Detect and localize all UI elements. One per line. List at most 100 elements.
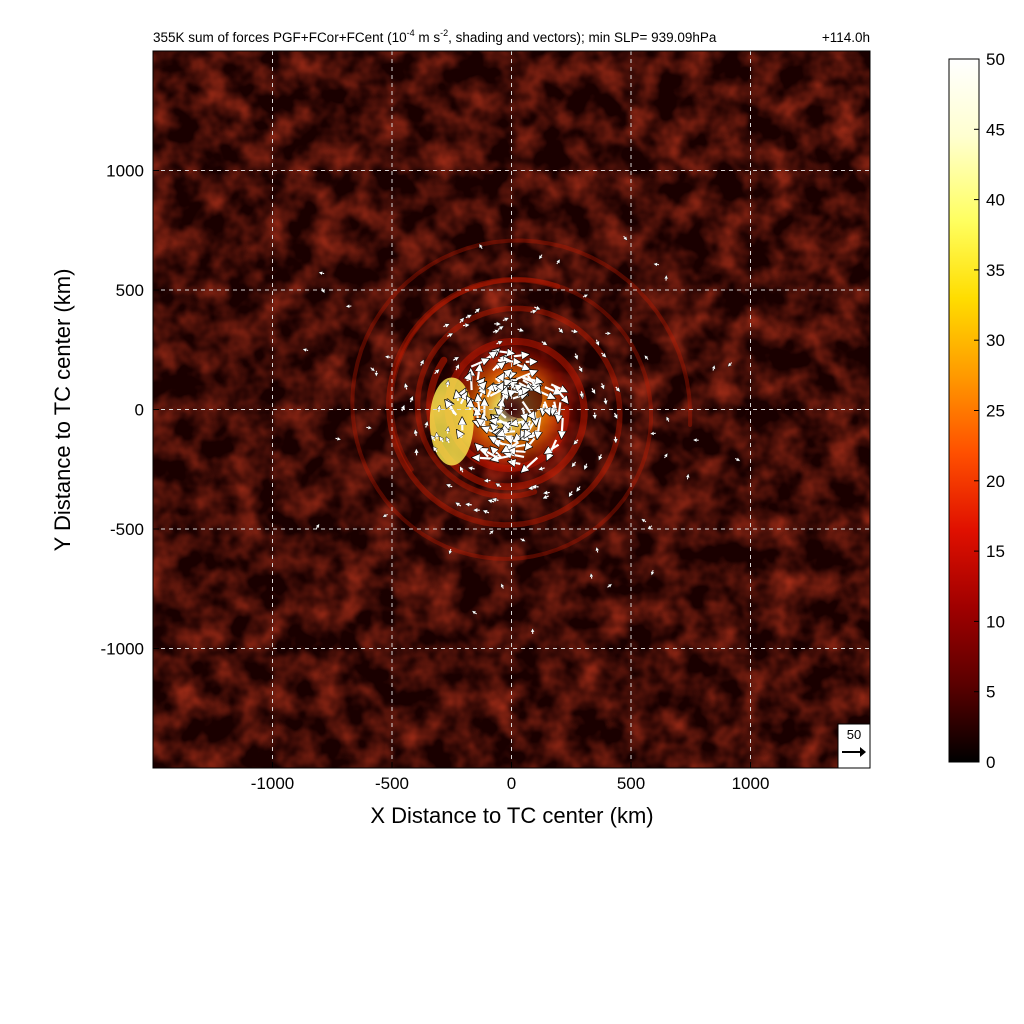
plot-area <box>153 51 870 768</box>
force-vector <box>490 420 508 423</box>
colorbar-tick-label: 15 <box>986 542 1005 561</box>
force-vector <box>443 324 448 326</box>
force-vector <box>605 398 606 404</box>
force-vector <box>569 490 572 496</box>
force-vector <box>521 400 535 418</box>
chart-time-label: +114.0h <box>822 30 870 45</box>
force-vector <box>713 366 714 371</box>
force-vector <box>592 388 595 393</box>
force-vector <box>539 468 545 470</box>
force-vector <box>386 357 391 358</box>
force-vector <box>498 432 508 435</box>
x-tick-label: -1000 <box>251 774 294 793</box>
force-vector <box>509 462 521 464</box>
force-vector <box>734 458 739 460</box>
force-vector <box>545 401 550 415</box>
force-vector <box>597 548 598 553</box>
force-vector <box>557 260 560 265</box>
force-vectors <box>303 235 739 634</box>
force-vector <box>579 366 582 371</box>
force-vector <box>479 244 482 249</box>
y-tick-label: -500 <box>110 520 144 539</box>
colorbar-tick-label: 35 <box>986 261 1005 280</box>
force-vector <box>513 355 529 357</box>
force-vector <box>476 444 489 458</box>
colorbar-tick-label: 25 <box>986 402 1005 421</box>
force-vector <box>449 548 450 554</box>
colorbar-ticks: 0 5 10 15 20 25 30 35 40 45 50 <box>974 50 1005 772</box>
force-vector <box>491 447 503 459</box>
force-vector <box>478 395 480 412</box>
force-vector <box>575 353 577 360</box>
force-vector <box>470 400 471 410</box>
force-vector <box>652 569 653 575</box>
y-tick-label: -1000 <box>101 640 144 659</box>
force-vector <box>574 439 579 444</box>
force-vector <box>498 374 503 383</box>
x-tick-label: 1000 <box>732 774 770 793</box>
y-axis-label: Y Distance to TC center (km) <box>50 269 75 552</box>
force-vector <box>601 352 606 357</box>
x-axis-ticks: -1000 -500 0 500 1000 <box>251 762 770 793</box>
spiral-band <box>350 238 693 561</box>
force-vector <box>370 367 375 371</box>
force-vector <box>499 351 514 353</box>
force-vector <box>543 496 549 498</box>
force-vector <box>572 461 576 467</box>
force-vector <box>493 499 499 500</box>
colorbar-tick-label: 30 <box>986 331 1005 350</box>
force-vector <box>457 431 462 438</box>
y-axis-ticks: -1000 -500 0 500 1000 <box>101 162 159 659</box>
y-tick-label: 0 <box>135 401 144 420</box>
force-vector <box>516 365 529 370</box>
force-vector <box>462 325 469 326</box>
force-vector <box>496 362 505 368</box>
force-vector <box>502 441 520 452</box>
force-vector <box>517 329 524 331</box>
force-vector <box>440 437 443 443</box>
colorbar-tick-label: 40 <box>986 191 1005 210</box>
force-vector <box>465 315 471 318</box>
chart-title: 355K sum of forces PGF+FCor+FCent (10-4 … <box>153 28 717 45</box>
force-vector <box>541 342 547 345</box>
force-vector <box>577 486 580 491</box>
force-vector <box>496 484 502 487</box>
colorbar-tick-label: 50 <box>986 50 1005 69</box>
force-vector <box>544 386 561 394</box>
force-vector <box>466 504 472 505</box>
force-vector <box>460 467 463 473</box>
force-vector <box>446 401 458 416</box>
force-vector <box>506 438 519 442</box>
force-vector <box>456 365 459 371</box>
force-vector <box>615 386 620 392</box>
force-vector <box>421 360 424 366</box>
force-vector <box>516 371 536 381</box>
force-vector <box>529 488 535 489</box>
force-vector <box>562 417 563 438</box>
force-vector <box>470 359 488 368</box>
force-vector <box>471 369 472 391</box>
y-tick-label: 500 <box>116 281 144 300</box>
force-vector <box>447 485 453 487</box>
force-vector <box>446 334 452 337</box>
force-vector <box>497 326 503 329</box>
force-vector <box>530 311 537 312</box>
force-vector <box>558 327 563 333</box>
y-tick-label: 1000 <box>106 162 144 181</box>
force-vector <box>499 388 507 408</box>
reference-vector-label: 50 <box>847 727 861 742</box>
force-vector <box>316 524 319 529</box>
x-tick-label: 0 <box>507 774 516 793</box>
force-vector <box>491 456 511 460</box>
x-axis-label: X Distance to TC center (km) <box>370 803 653 828</box>
force-vector <box>558 402 560 422</box>
colorbar-tick-label: 0 <box>986 753 995 772</box>
force-vector <box>623 235 627 240</box>
force-vector <box>497 436 513 437</box>
force-vector <box>461 393 467 405</box>
force-vector <box>319 273 325 274</box>
force-vector <box>665 454 668 459</box>
force-vector <box>615 436 616 443</box>
force-vector <box>410 397 412 403</box>
force-vector <box>483 511 490 513</box>
